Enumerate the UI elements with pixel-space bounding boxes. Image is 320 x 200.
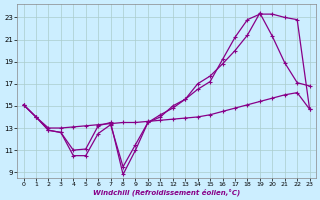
X-axis label: Windchill (Refroidissement éolien,°C): Windchill (Refroidissement éolien,°C) <box>93 188 240 196</box>
